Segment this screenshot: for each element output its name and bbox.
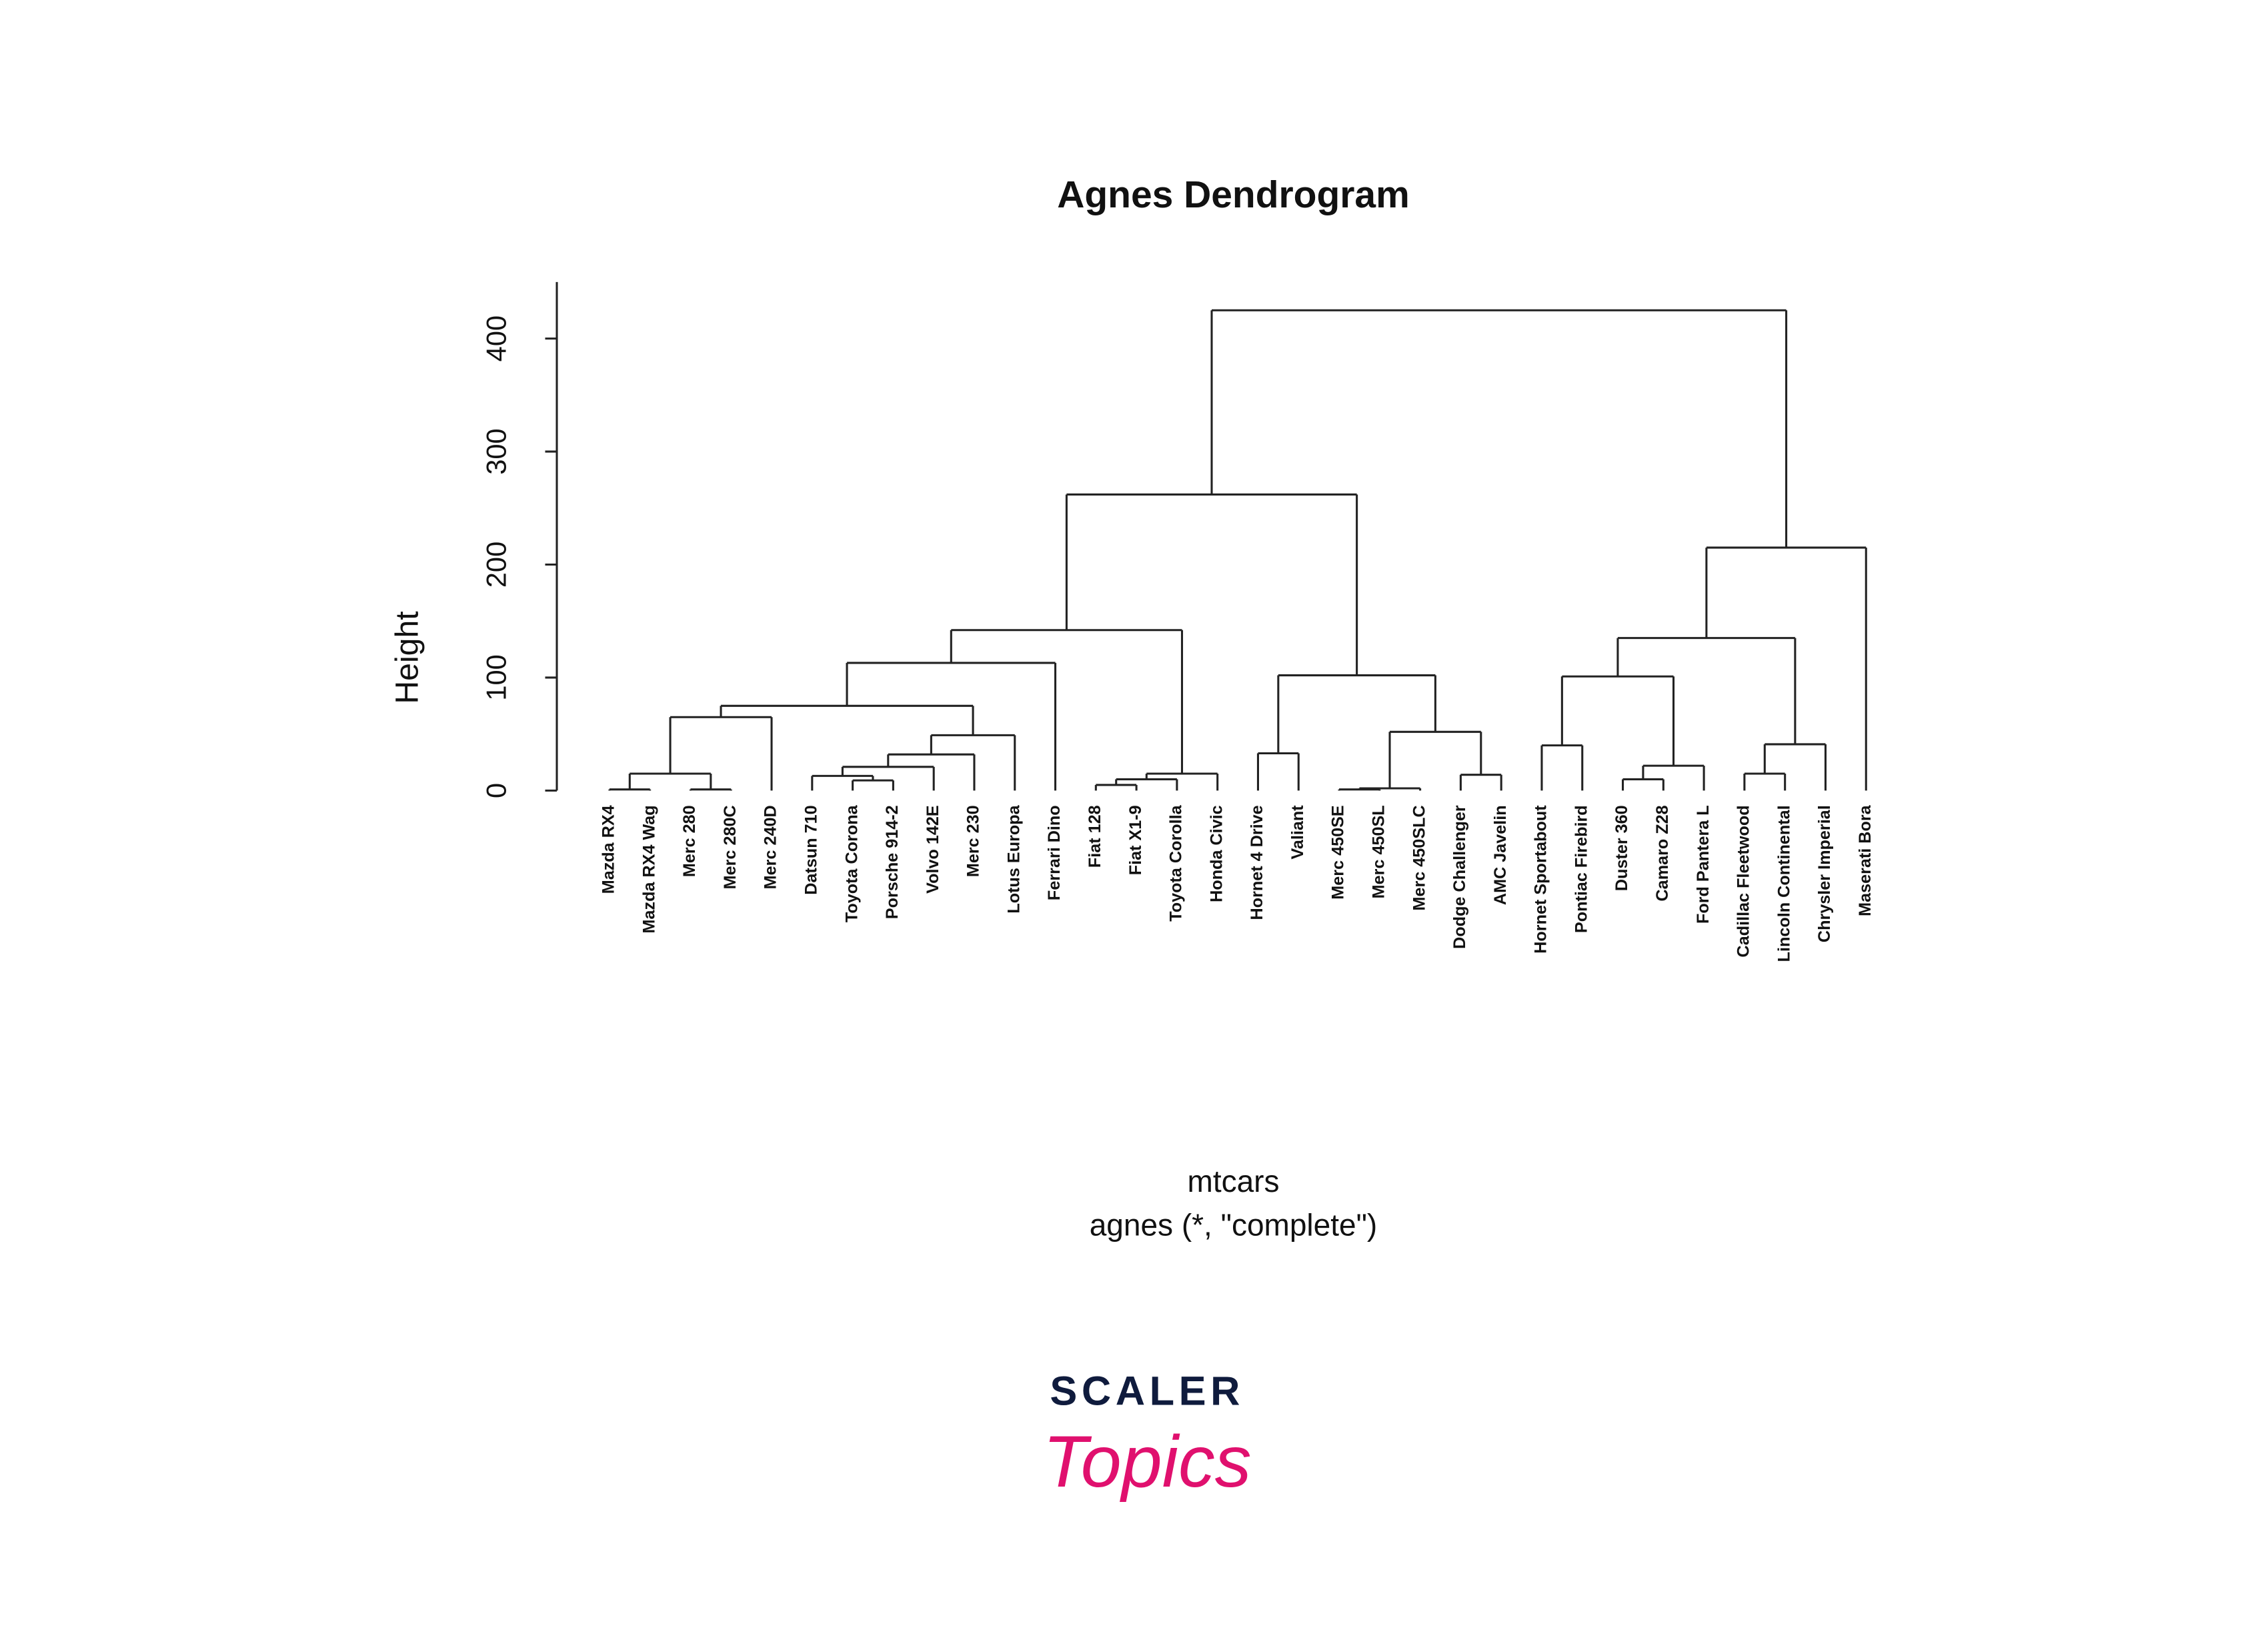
leaf-label: Toyota Corolla — [1167, 804, 1186, 921]
leaf-label: Hornet 4 Drive — [1248, 805, 1266, 920]
chart-subtitle: agnes (*, "complete") — [1090, 1208, 1378, 1243]
y-tick-label: 400 — [480, 315, 511, 361]
x-axis-label: mtcars — [1187, 1164, 1279, 1198]
leaf-label: Chrysler Imperial — [1815, 805, 1834, 942]
leaf-label: AMC Javelin — [1491, 805, 1510, 905]
y-tick-label: 0 — [480, 783, 511, 798]
leaf-label: Volvo 142E — [924, 805, 942, 894]
y-tick-label: 100 — [480, 654, 511, 700]
leaf-label: Cadillac Fleetwood — [1735, 805, 1753, 957]
leaf-label: Merc 450SE — [1329, 805, 1348, 899]
leaf-label: Lincoln Continental — [1775, 805, 1793, 962]
leaf-label: Merc 450SL — [1369, 805, 1388, 898]
leaf-label: Merc 280 — [680, 805, 699, 877]
leaf-label: Merc 240D — [762, 805, 780, 889]
leaf-label: Merc 280C — [721, 805, 740, 889]
leaf-label: Fiat X1-9 — [1126, 805, 1145, 875]
leaf-label: Lotus Europa — [1004, 804, 1023, 913]
leaf-label: Ford Pantera L — [1694, 805, 1713, 924]
leaf-label: Mazda RX4 Wag — [640, 805, 658, 933]
logo-tagline: Topics — [1043, 1421, 1252, 1503]
leaf-label: Porsche 914-2 — [883, 805, 902, 919]
leaf-label: Toyota Corona — [842, 804, 861, 922]
leaf-label: Merc 230 — [964, 805, 983, 877]
leaf-label: Pontiac Firebird — [1572, 805, 1590, 933]
y-axis-label: Height — [389, 611, 425, 704]
leaf-label: Ferrari Dino — [1045, 805, 1064, 900]
leaf-label: Maserati Bora — [1856, 804, 1875, 916]
logo-brand: SCALER — [1050, 1369, 1244, 1415]
leaf-label: Camaro Z28 — [1653, 805, 1672, 901]
leaf-label: Dodge Challenger — [1450, 805, 1469, 949]
leaf-label: Valiant — [1288, 805, 1307, 860]
leaf-label: Datsun 710 — [802, 805, 820, 894]
chart-title: Agnes Dendrogram — [1057, 173, 1410, 216]
leaf-label: Honda Civic — [1207, 805, 1226, 902]
y-tick-label: 300 — [480, 428, 511, 474]
leaf-label: Merc 450SLC — [1410, 805, 1428, 910]
leaf-label: Duster 360 — [1612, 805, 1631, 891]
leaf-label: Fiat 128 — [1086, 805, 1104, 868]
leaf-label: Hornet Sportabout — [1532, 805, 1550, 954]
y-tick-label: 200 — [480, 542, 511, 588]
leaf-label: Mazda RX4 — [600, 805, 618, 894]
